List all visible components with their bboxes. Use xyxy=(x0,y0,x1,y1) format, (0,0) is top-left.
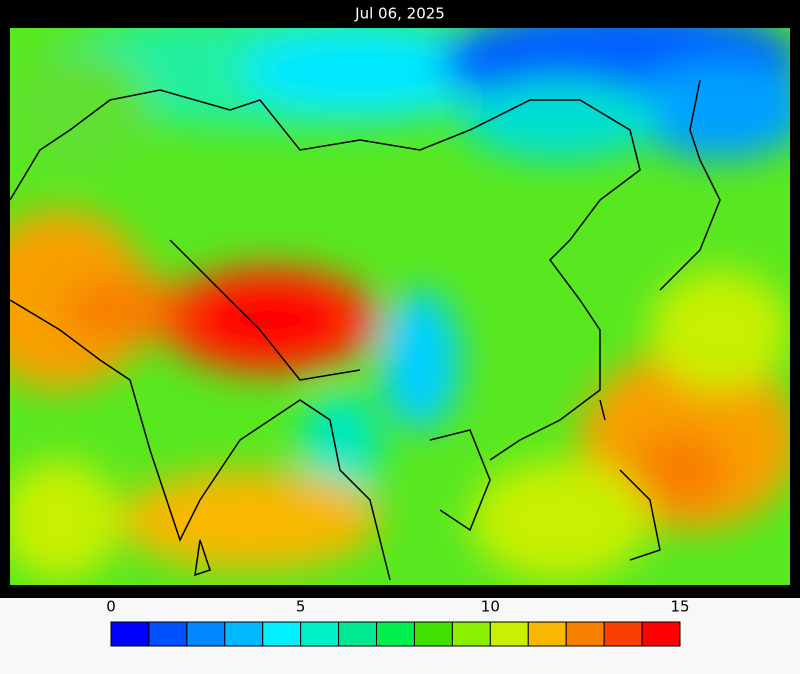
colorbar-box xyxy=(413,621,453,647)
colorbar-box xyxy=(338,621,378,647)
uv-field xyxy=(10,28,790,585)
colorbar-box xyxy=(527,621,567,647)
colorbar-box xyxy=(262,621,302,647)
colorbar-box xyxy=(641,621,681,647)
coastlines xyxy=(10,79,721,581)
colorbar-box xyxy=(186,621,226,647)
colorbar-box xyxy=(376,621,415,647)
colorbar-box xyxy=(224,621,264,647)
map-title: Jul 06, 2025 xyxy=(354,5,445,23)
colorbar-box xyxy=(300,621,340,647)
colorbar-box xyxy=(451,621,491,647)
colorbar-tick-label: 0 xyxy=(106,598,116,616)
colorbar-box xyxy=(565,621,605,647)
colorbar-box xyxy=(603,621,643,647)
colorbar-box xyxy=(110,621,150,647)
colorbar-tick-label: 15 xyxy=(670,598,689,616)
colorbar-tick-label: 10 xyxy=(481,598,500,616)
colorbar-tick-label: 5 xyxy=(296,598,306,616)
colorbar-box xyxy=(489,621,529,647)
colorbar-box xyxy=(148,621,188,647)
